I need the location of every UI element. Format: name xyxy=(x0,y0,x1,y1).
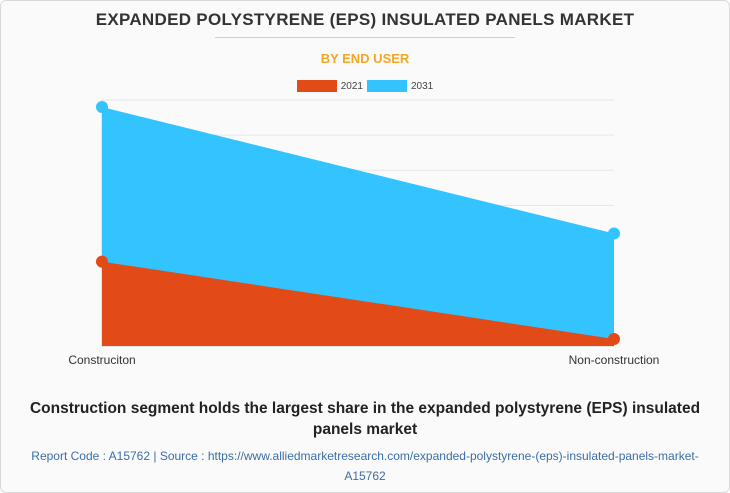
legend-swatch-2021 xyxy=(296,80,337,92)
legend-swatch-2031 xyxy=(367,80,407,92)
legend-label-2021: 2021 xyxy=(340,80,363,92)
area-chart: Construciton Non-construction xyxy=(68,99,660,367)
chart-caption: Construction segment holds the largest s… xyxy=(29,400,701,438)
data-point-2031-Construciton xyxy=(96,101,108,114)
x-tick-label: Non-construction xyxy=(569,353,660,367)
chart-legend: 2021 2031 xyxy=(0,80,730,92)
chart-subtitle: BY END USER xyxy=(320,51,410,66)
legend-label-2031: 2031 xyxy=(411,80,434,92)
x-tick-label: Construciton xyxy=(68,353,135,367)
source-footer[interactable]: Report Code : A15762 | Source : https://… xyxy=(31,449,699,483)
chart-title: EXPANDED POLYSTYRENE (EPS) INSULATED PAN… xyxy=(95,10,635,29)
title-divider xyxy=(215,37,515,38)
data-point-2031-Non-construction xyxy=(608,227,620,240)
legend-item-2021[interactable]: 2021 xyxy=(296,80,363,92)
area-series-2021 xyxy=(102,261,614,346)
data-point-2021-Non-construction xyxy=(608,332,620,345)
data-point-2021-Construciton xyxy=(96,255,108,268)
legend-item-2031[interactable]: 2031 xyxy=(367,80,433,92)
